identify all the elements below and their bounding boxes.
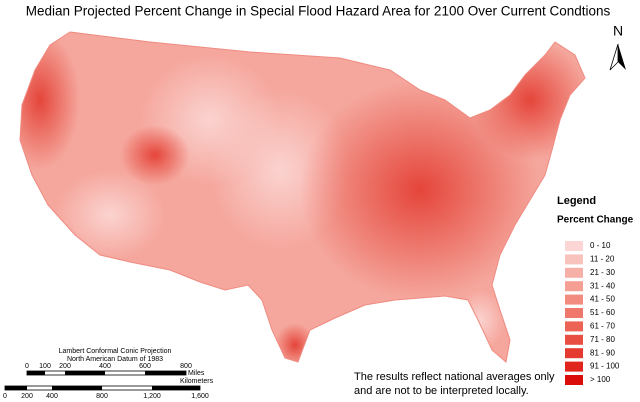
scale-unit: Miles bbox=[188, 370, 205, 377]
legend-label: 61 - 70 bbox=[590, 322, 615, 331]
legend-swatch bbox=[565, 334, 583, 345]
legend-swatch bbox=[565, 348, 583, 359]
legend-swatch bbox=[565, 308, 583, 318]
legend-swatch bbox=[565, 321, 583, 332]
legend-swatch bbox=[565, 241, 583, 251]
projection-line: North American Datum of 1983 bbox=[67, 356, 163, 363]
legend: 0 - 10 11 - 20 21 - 30 31 - 40 41 - 50 51 - 6… bbox=[565, 241, 620, 385]
note-line: The results reflect national averages on… bbox=[354, 371, 555, 383]
legend-swatch bbox=[565, 267, 583, 278]
scale-tick-label: 1,200 bbox=[143, 393, 161, 400]
scale-tick-label: 400 bbox=[46, 393, 58, 400]
scale-tick-label: 100 bbox=[39, 363, 51, 370]
note-line: and are not to be interpreted locally. bbox=[354, 385, 529, 397]
scale-tick-label: 600 bbox=[139, 363, 151, 370]
scale-tick-label: 200 bbox=[59, 363, 71, 370]
scale-tick-label: 0 bbox=[3, 393, 7, 400]
legend-label: 71 - 80 bbox=[590, 335, 615, 344]
legend-label: 0 - 10 bbox=[590, 241, 611, 250]
scale-tick-label: 800 bbox=[96, 393, 108, 400]
legend-label: > 100 bbox=[590, 375, 611, 384]
legend-label: 51 - 60 bbox=[590, 308, 615, 317]
legend-swatch bbox=[565, 254, 583, 265]
map-title: Median Projected Percent Change in Speci… bbox=[26, 4, 611, 19]
north-label: N bbox=[613, 23, 623, 39]
legend-label: 81 - 90 bbox=[590, 348, 615, 357]
legend-label: 21 - 30 bbox=[590, 268, 615, 277]
scale-tick-label: 0 bbox=[25, 363, 29, 370]
legend-swatch bbox=[565, 375, 583, 385]
scale-tick-label: 200 bbox=[21, 393, 33, 400]
legend-label: 41 - 50 bbox=[590, 295, 615, 304]
legend-swatch bbox=[565, 361, 583, 372]
north-arrow: N bbox=[609, 23, 626, 71]
legend-title: Legend bbox=[557, 195, 596, 207]
legend-swatch bbox=[565, 294, 583, 305]
legend-label: 11 - 20 bbox=[590, 255, 615, 264]
scale-tick-label: 1,600 bbox=[191, 393, 209, 400]
legend-subtitle: Percent Change bbox=[557, 215, 634, 226]
legend-label: 91 - 100 bbox=[590, 362, 620, 371]
legend-label: 31 - 40 bbox=[590, 281, 615, 290]
scale-unit: Kilometers bbox=[180, 378, 214, 385]
scale-tick-label: 400 bbox=[99, 363, 111, 370]
scale-tick-label: 800 bbox=[180, 363, 192, 370]
projection-line: Lambert Conformal Conic Projection bbox=[59, 348, 172, 355]
legend-swatch bbox=[565, 281, 583, 292]
